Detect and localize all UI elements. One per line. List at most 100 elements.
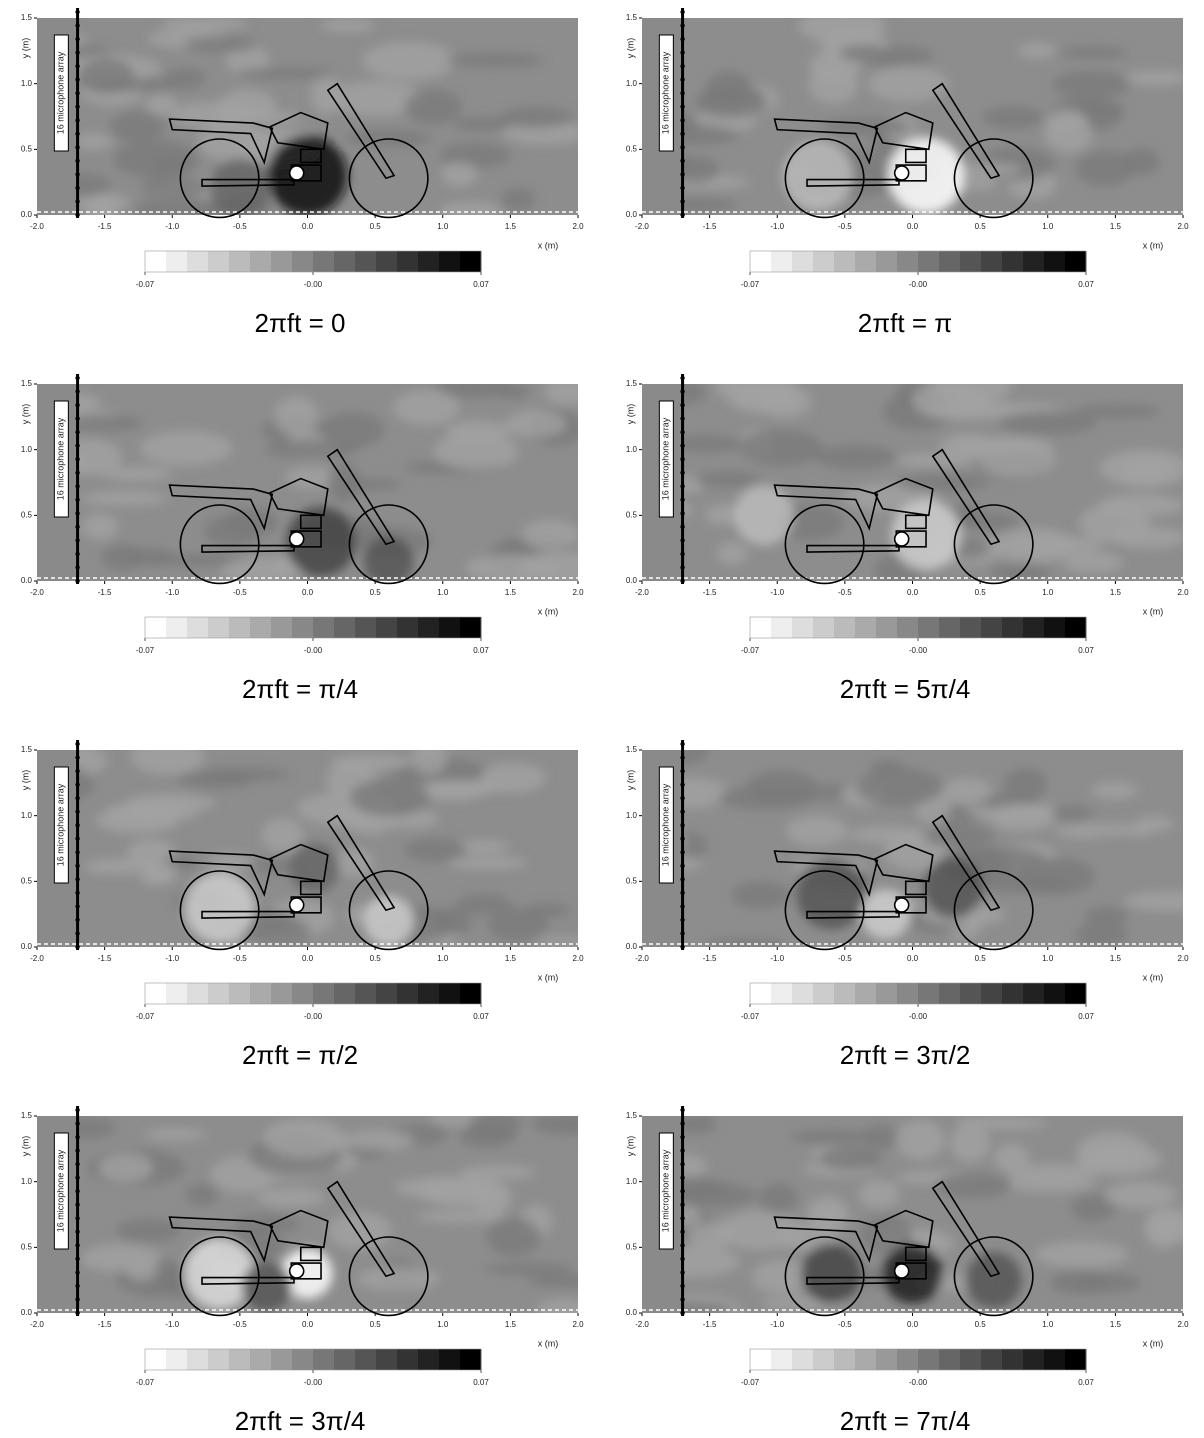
colorbar-step (355, 1349, 377, 1370)
field-blob (1105, 1182, 1177, 1208)
y-axis-label: y (m) (625, 1136, 635, 1157)
colorbar-step (460, 983, 482, 1004)
colorbar-step (376, 1349, 398, 1370)
field-blob (101, 544, 143, 571)
microphone (680, 1270, 684, 1274)
colorbar-tick-label: 0.07 (473, 646, 489, 655)
microphone (75, 91, 79, 95)
colorbar-step (334, 983, 356, 1004)
microphone (75, 457, 79, 461)
colorbar-step (376, 983, 398, 1004)
colorbar-step (418, 251, 440, 272)
field-blob (1148, 1208, 1200, 1242)
microphone (680, 77, 684, 81)
field-blob (321, 412, 385, 449)
x-tick-label: 1.5 (505, 1320, 517, 1329)
annotation: 16 microphone array (661, 51, 671, 134)
field-blob (678, 198, 737, 212)
microphone (680, 742, 684, 746)
colorbar-step (166, 251, 188, 272)
colorbar-step (187, 1349, 209, 1370)
microphone (75, 23, 79, 27)
x-tick-label: -1.0 (165, 588, 179, 597)
colorbar-step (334, 617, 356, 638)
colorbar-step (834, 617, 856, 638)
microphone (75, 931, 79, 935)
y-tick-label: 1.5 (626, 745, 638, 754)
x-tick-label: 0.0 (907, 588, 919, 597)
colorbar-step (897, 617, 919, 638)
field-blob (954, 1116, 1047, 1129)
colorbar-step (1065, 983, 1087, 1004)
x-axis-label: x (m) (538, 240, 559, 250)
y-tick-label: 0.0 (21, 576, 33, 585)
colorbar-step (813, 617, 835, 638)
field-blob (960, 162, 1021, 177)
caption: 2πft = π (858, 308, 952, 338)
y-tick-label: 0.5 (626, 510, 638, 519)
field-spot (364, 896, 414, 946)
x-tick-label: 0.5 (975, 588, 987, 597)
x-tick-label: -1.0 (770, 222, 784, 231)
microphone (680, 552, 684, 556)
colorbar-step (166, 617, 188, 638)
microphone (75, 186, 79, 190)
colorbar-step (771, 251, 793, 272)
x-tick-label: -2.0 (635, 954, 649, 963)
x-tick-label: -0.5 (838, 954, 852, 963)
microphone (75, 118, 79, 122)
microphone (680, 1121, 684, 1125)
x-tick-label: 1.0 (1042, 1320, 1054, 1329)
colorbar-step (271, 617, 293, 638)
field-blob (739, 429, 824, 466)
colorbar-step (313, 617, 335, 638)
field-blob (1002, 1176, 1096, 1192)
microphone (680, 538, 684, 542)
field-blob (896, 1120, 945, 1160)
microphone (75, 416, 79, 420)
field-blob (141, 176, 209, 198)
microphone (680, 64, 684, 68)
engine-ring (290, 1264, 304, 1278)
field-blob (404, 89, 462, 124)
engine-ring (895, 898, 909, 912)
colorbar-step (439, 251, 461, 272)
microphone (75, 755, 79, 759)
field-blob (1052, 70, 1130, 99)
microphone (75, 376, 79, 380)
field-blob (1050, 1270, 1109, 1294)
colorbar-step (1044, 251, 1066, 272)
field-blob (527, 1274, 599, 1288)
field-blob (1076, 1144, 1162, 1176)
x-tick-label: -1.5 (98, 222, 112, 231)
x-tick-label: 0.5 (975, 1320, 987, 1329)
colorbar-tick-label: -0.07 (741, 1378, 760, 1387)
microphone (75, 1135, 79, 1139)
field-blob (480, 763, 546, 793)
field-blob (989, 803, 1055, 831)
microphone (680, 403, 684, 407)
x-tick-label: 1.5 (1110, 588, 1122, 597)
field-blob (1018, 857, 1095, 895)
field-blob (790, 1129, 872, 1145)
annotation: 16 microphone array (661, 417, 671, 500)
microphone (680, 837, 684, 841)
x-tick-label: 1.5 (505, 954, 517, 963)
colorbar-step (250, 251, 272, 272)
x-tick-label: 1.0 (1042, 954, 1054, 963)
colorbar-step (1065, 251, 1087, 272)
colorbar-step (208, 983, 230, 1004)
microphone (680, 931, 684, 935)
x-axis-label: x (m) (1143, 972, 1164, 982)
microphone (680, 50, 684, 54)
field-blob (143, 862, 178, 882)
field-blob (992, 528, 1076, 563)
field-spot (185, 873, 255, 943)
annotation: 16 microphone array (56, 51, 66, 134)
field-blob (83, 859, 153, 875)
field-blob (483, 1262, 573, 1275)
y-tick-label: 0.5 (21, 144, 33, 153)
field-blob (448, 856, 528, 870)
field-blob (717, 542, 748, 564)
colorbar-step (750, 617, 772, 638)
